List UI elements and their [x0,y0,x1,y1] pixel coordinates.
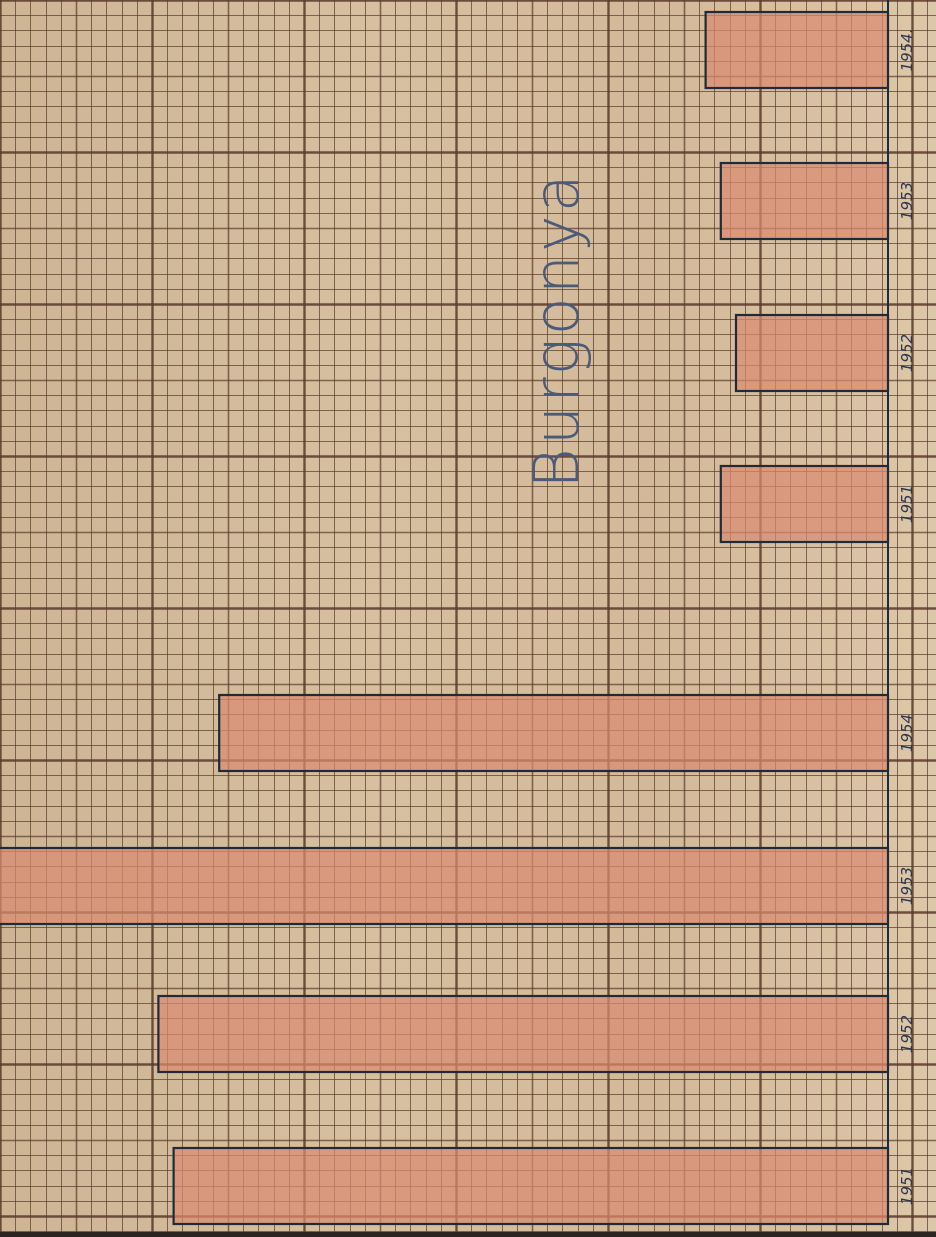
tick-label-upper-1951: 1951 [898,485,916,523]
bar-lower-1952 [157,994,890,1074]
tick-label-lower-1952: 1952 [898,1015,916,1053]
year-labels: 1954. 1953 1952 1951 1954 1953 1952 1951 [898,29,916,1206]
chart-title: Burgonya [520,171,593,488]
bar-upper-1952 [734,313,890,393]
tick-label-lower-1951: 1951 [898,1167,916,1205]
tick-label-upper-1952: 1952 [898,334,916,372]
bar-upper-1951 [719,464,890,544]
tick-label-lower-1953: 1953 [898,867,916,905]
tick-label-upper-1954.: 1954. [898,29,916,72]
bar-upper-1953 [719,161,890,241]
bar-upper-1954. [704,10,890,90]
tick-label-upper-1953: 1953 [898,182,916,220]
bar-lower-1951 [172,1146,890,1226]
bar-lower-1954 [218,693,890,773]
bars [0,10,890,1226]
bar-lower-1953 [0,846,890,926]
tick-label-lower-1954: 1954 [898,714,916,752]
